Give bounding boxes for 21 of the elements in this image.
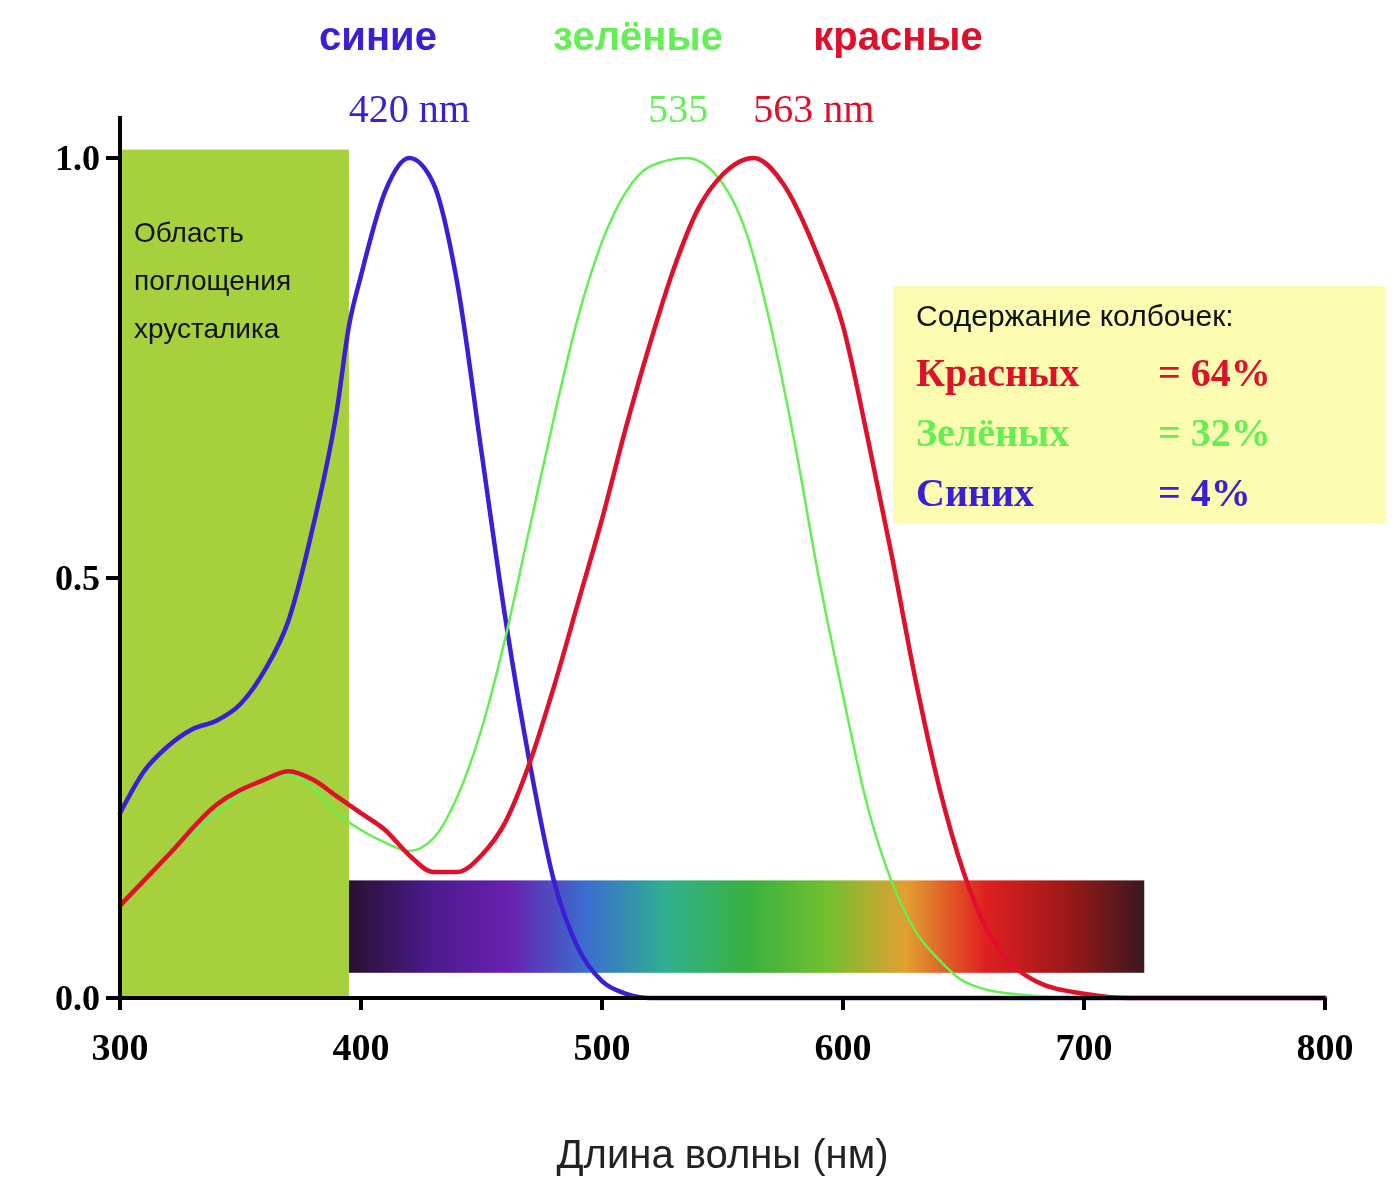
x-tick-label: 600 xyxy=(814,1026,872,1068)
x-tick-label: 800 xyxy=(1296,1026,1354,1068)
y-tick-label: 1.0 xyxy=(55,138,100,178)
text: Зелёных = 32% xyxy=(916,410,1271,455)
y-tick-label: 0.5 xyxy=(55,558,100,598)
annotation: 420 nm xyxy=(348,86,470,131)
annotation: 563 nm xyxy=(753,86,875,131)
x-tick-label: 400 xyxy=(332,1026,390,1068)
x-tick-label: 500 xyxy=(573,1026,631,1068)
text: Красных = 64% xyxy=(916,350,1271,395)
x-axis-title: Длина волны (нм) xyxy=(556,1132,889,1176)
band-label: Область поглощения хрусталика xyxy=(134,217,292,344)
x-tick-label: 700 xyxy=(1055,1026,1113,1068)
text: зелёные xyxy=(553,14,723,58)
y-tick-label: 0.0 xyxy=(55,978,100,1018)
text: красные xyxy=(813,14,983,58)
text: синие xyxy=(319,14,437,58)
annotation: 535 xyxy=(648,86,709,131)
annotation: Содержание колбочек: xyxy=(916,299,1234,332)
x-tick-label: 300 xyxy=(91,1026,149,1068)
text: Синих = 4% xyxy=(916,470,1251,515)
